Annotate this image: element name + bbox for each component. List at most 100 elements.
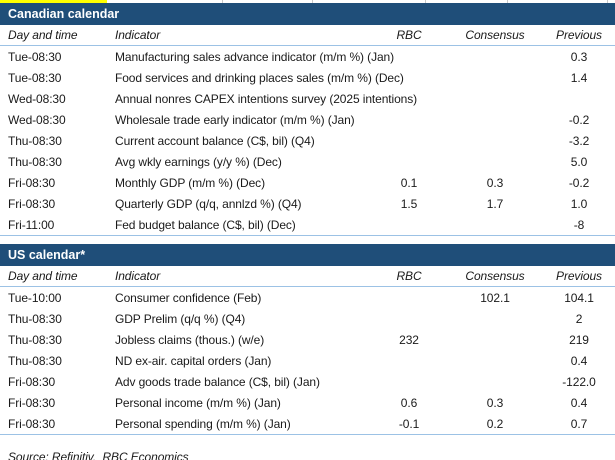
cell-indicator: Fed budget balance (C$, bil) (Dec): [115, 217, 296, 232]
section-title: US calendar*: [8, 248, 86, 262]
section-header-band: Canadian calendar: [0, 3, 615, 25]
column-header-row: Day and time Indicator RBC Consensus Pre…: [0, 25, 615, 46]
cell-indicator: Food services and drinking places sales …: [115, 70, 404, 85]
table-row: Tue-08:30 Manufacturing sales advance in…: [0, 46, 615, 67]
cell-day-time: Fri-08:30: [8, 395, 56, 410]
section-rows: Tue-08:30 Manufacturing sales advance in…: [0, 46, 615, 235]
cell-day-time: Wed-08:30: [8, 91, 66, 106]
section-title: Canadian calendar: [8, 7, 120, 21]
cell-day-time: Tue-10:00: [8, 290, 62, 305]
cell-consensus: 1.7: [486, 196, 504, 211]
cell-previous: 0.4: [570, 353, 588, 368]
cell-day-time: Fri-08:30: [8, 416, 56, 431]
cell-previous: 0.4: [570, 395, 588, 410]
cell-indicator: Quarterly GDP (q/q, annlzd %) (Q4): [115, 196, 302, 211]
table-row: Fri-08:30 Monthly GDP (m/m %) (Dec) 0.1 …: [0, 172, 615, 193]
cell-indicator: Personal income (m/m %) (Jan): [115, 395, 281, 410]
calendar-section: Canadian calendar Day and time Indicator…: [0, 3, 615, 236]
grid-tick: [507, 0, 508, 3]
cell-indicator: ND ex-air. capital orders (Jan): [115, 353, 272, 368]
cell-previous: -8: [573, 217, 585, 232]
cell-consensus: 0.3: [486, 395, 504, 410]
cell-previous: -0.2: [568, 112, 590, 127]
cell-indicator: Manufacturing sales advance indicator (m…: [115, 49, 395, 64]
cell-day-time: Thu-08:30: [8, 154, 62, 169]
cell-previous: 2: [575, 311, 583, 326]
cell-indicator: Annual nonres CAPEX intentions survey (2…: [115, 91, 418, 106]
table-row: Thu-08:30 Jobless claims (thous.) (w/e) …: [0, 329, 615, 350]
cell-indicator: Avg wkly earnings (y/y %) (Dec): [115, 154, 282, 169]
cell-indicator: Monthly GDP (m/m %) (Dec): [115, 175, 265, 190]
col-header-previous: Previous: [556, 269, 602, 283]
table-row: Fri-08:30 Personal spending (m/m %) (Jan…: [0, 413, 615, 434]
yellow-highlight-artifact: [0, 0, 107, 3]
calendar-sections: Canadian calendar Day and time Indicator…: [0, 3, 615, 435]
grid-tick: [425, 0, 426, 3]
col-header-rbc: RBC: [396, 28, 422, 42]
cell-previous: 1.4: [570, 70, 588, 85]
cell-rbc: 232: [399, 332, 419, 347]
grid-tick: [607, 0, 608, 3]
cell-day-time: Fri-08:30: [8, 374, 56, 389]
grid-tick: [312, 0, 313, 3]
cell-previous: 1.0: [570, 196, 588, 211]
grid-tick: [222, 0, 223, 3]
cell-previous: 0.7: [570, 416, 588, 431]
cell-day-time: Thu-08:30: [8, 353, 62, 368]
col-header-rbc: RBC: [396, 269, 422, 283]
cell-day-time: Tue-08:30: [8, 49, 62, 64]
cell-previous: 5.0: [570, 154, 588, 169]
cell-rbc: 0.6: [400, 395, 418, 410]
cell-rbc: 1.5: [400, 196, 418, 211]
cell-indicator: Wholesale trade early indicator (m/m %) …: [115, 112, 355, 127]
cell-previous: 219: [569, 332, 589, 347]
col-header-indicator: Indicator: [115, 269, 161, 283]
cell-consensus: 0.3: [486, 175, 504, 190]
cell-indicator: Adv goods trade balance (C$, bil) (Jan): [115, 374, 320, 389]
table-row: Wed-08:30 Wholesale trade early indicato…: [0, 109, 615, 130]
cell-previous: -0.2: [568, 175, 590, 190]
cell-previous: -3.2: [568, 133, 590, 148]
col-header-previous: Previous: [556, 28, 602, 42]
table-row: Fri-11:00 Fed budget balance (C$, bil) (…: [0, 214, 615, 235]
cell-indicator: GDP Prelim (q/q %) (Q4): [115, 311, 246, 326]
cell-indicator: Current account balance (C$, bil) (Q4): [115, 133, 315, 148]
cell-day-time: Fri-08:30: [8, 175, 56, 190]
cell-day-time: Thu-08:30: [8, 311, 62, 326]
table-row: Fri-08:30 Personal income (m/m %) (Jan) …: [0, 392, 615, 413]
cell-indicator: Consumer confidence (Feb): [115, 290, 262, 305]
cell-day-time: Thu-08:30: [8, 332, 62, 347]
col-header-consensus: Consensus: [465, 28, 525, 42]
table-row: Thu-08:30 Current account balance (C$, b…: [0, 130, 615, 151]
cell-previous: -122.0: [562, 374, 596, 389]
section-divider: [0, 235, 615, 236]
cell-consensus: 102.1: [480, 290, 510, 305]
table-row: Fri-08:30 Quarterly GDP (q/q, annlzd %) …: [0, 193, 615, 214]
cell-day-time: Fri-08:30: [8, 196, 56, 211]
table-row: Fri-08:30 Adv goods trade balance (C$, b…: [0, 371, 615, 392]
section-header-band: US calendar*: [0, 244, 615, 266]
cell-previous: 0.3: [570, 49, 588, 64]
calendar-section: US calendar* Day and time Indicator RBC …: [0, 244, 615, 435]
source-note: Source: Refinitiv, RBC Economics: [8, 450, 189, 460]
cell-consensus: 0.2: [486, 416, 504, 431]
table-row: Thu-08:30 ND ex-air. capital orders (Jan…: [0, 350, 615, 371]
col-header-day-and-time: Day and time: [8, 28, 78, 42]
cell-day-time: Fri-11:00: [8, 217, 55, 232]
table-row: Wed-08:30 Annual nonres CAPEX intentions…: [0, 88, 615, 109]
cell-rbc: 0.1: [400, 175, 418, 190]
section-divider: [0, 434, 615, 435]
col-header-day-and-time: Day and time: [8, 269, 78, 283]
cell-day-time: Wed-08:30: [8, 112, 66, 127]
table-row: Thu-08:30 GDP Prelim (q/q %) (Q4) 2: [0, 308, 615, 329]
cell-indicator: Jobless claims (thous.) (w/e): [115, 332, 265, 347]
cell-indicator: Personal spending (m/m %) (Jan): [115, 416, 291, 431]
cell-previous: 104.1: [564, 290, 594, 305]
table-row: Tue-08:30 Food services and drinking pla…: [0, 67, 615, 88]
table-row: Tue-10:00 Consumer confidence (Feb) 102.…: [0, 287, 615, 308]
cell-rbc: -0.1: [398, 416, 420, 431]
cell-day-time: Tue-08:30: [8, 70, 62, 85]
cell-day-time: Thu-08:30: [8, 133, 62, 148]
col-header-consensus: Consensus: [465, 269, 525, 283]
